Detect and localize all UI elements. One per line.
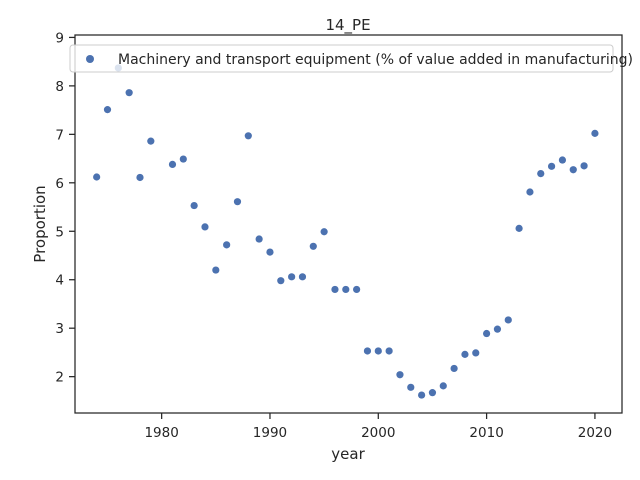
data-point <box>331 285 339 294</box>
data-point <box>363 347 372 355</box>
y-tick-label: 7 <box>55 127 64 143</box>
x-tick-label: 1980 <box>144 425 178 441</box>
data-point <box>179 155 187 163</box>
data-point <box>537 170 545 178</box>
data-point <box>212 266 220 274</box>
data-point <box>147 137 155 145</box>
data-point <box>580 162 588 170</box>
y-axis: 2 3 4 5 6 7 8 9 <box>55 30 75 386</box>
data-point <box>385 347 393 355</box>
data-point <box>558 156 567 164</box>
y-axis-title: Proportion <box>31 185 49 262</box>
data-point <box>168 160 177 168</box>
data-point <box>450 364 458 373</box>
data-point <box>233 198 242 206</box>
data-point <box>396 371 404 379</box>
legend: Machinery and transport equipment (% of … <box>69 44 633 73</box>
y-tick-label: 9 <box>55 30 64 46</box>
data-point <box>472 349 480 357</box>
data-point <box>569 166 577 174</box>
data-point <box>461 350 469 358</box>
y-tick-label: 5 <box>55 224 64 240</box>
plot-frame <box>74 34 623 414</box>
data-point <box>526 188 534 196</box>
data-point <box>93 173 101 181</box>
y-tick-label: 4 <box>55 273 64 289</box>
data-point <box>309 242 317 250</box>
y-tick-label: 3 <box>55 321 64 337</box>
data-point <box>493 325 502 333</box>
data-point <box>103 106 112 114</box>
y-tick-label: 2 <box>55 370 64 386</box>
data-point <box>483 329 491 338</box>
data-point <box>201 223 209 231</box>
data-point <box>504 316 512 324</box>
x-tick-label: 2000 <box>361 425 395 441</box>
data-point <box>374 347 382 355</box>
data-point <box>353 285 361 294</box>
data-point <box>418 391 426 399</box>
data-point <box>255 235 263 243</box>
legend-label: Machinery and transport equipment (% of … <box>118 52 633 68</box>
x-tick-label: 1990 <box>253 425 287 441</box>
data-point <box>591 129 599 137</box>
data-point <box>244 132 252 140</box>
data-point <box>439 382 447 390</box>
data-point <box>407 383 415 391</box>
data-point <box>190 201 198 210</box>
x-axis: 1980 1990 2000 2010 2020 <box>144 413 612 441</box>
data-points <box>93 64 599 399</box>
data-point <box>125 89 133 97</box>
data-point <box>428 389 437 397</box>
chart-title: 14_PE <box>325 16 370 35</box>
data-point <box>515 224 523 232</box>
x-tick-label: 2010 <box>469 425 503 441</box>
data-point <box>547 162 556 170</box>
legend-box <box>69 44 614 73</box>
y-tick-label: 8 <box>55 79 64 95</box>
data-point <box>288 273 296 281</box>
data-point <box>223 241 231 249</box>
y-tick-label: 6 <box>55 176 64 192</box>
data-point <box>320 228 328 236</box>
data-point <box>136 173 144 182</box>
data-point <box>266 248 274 256</box>
legend-marker <box>86 55 94 63</box>
data-point <box>342 285 350 294</box>
x-axis-title: year <box>331 445 365 463</box>
data-point <box>298 273 307 281</box>
data-point <box>277 277 285 285</box>
x-tick-label: 2020 <box>578 425 612 441</box>
